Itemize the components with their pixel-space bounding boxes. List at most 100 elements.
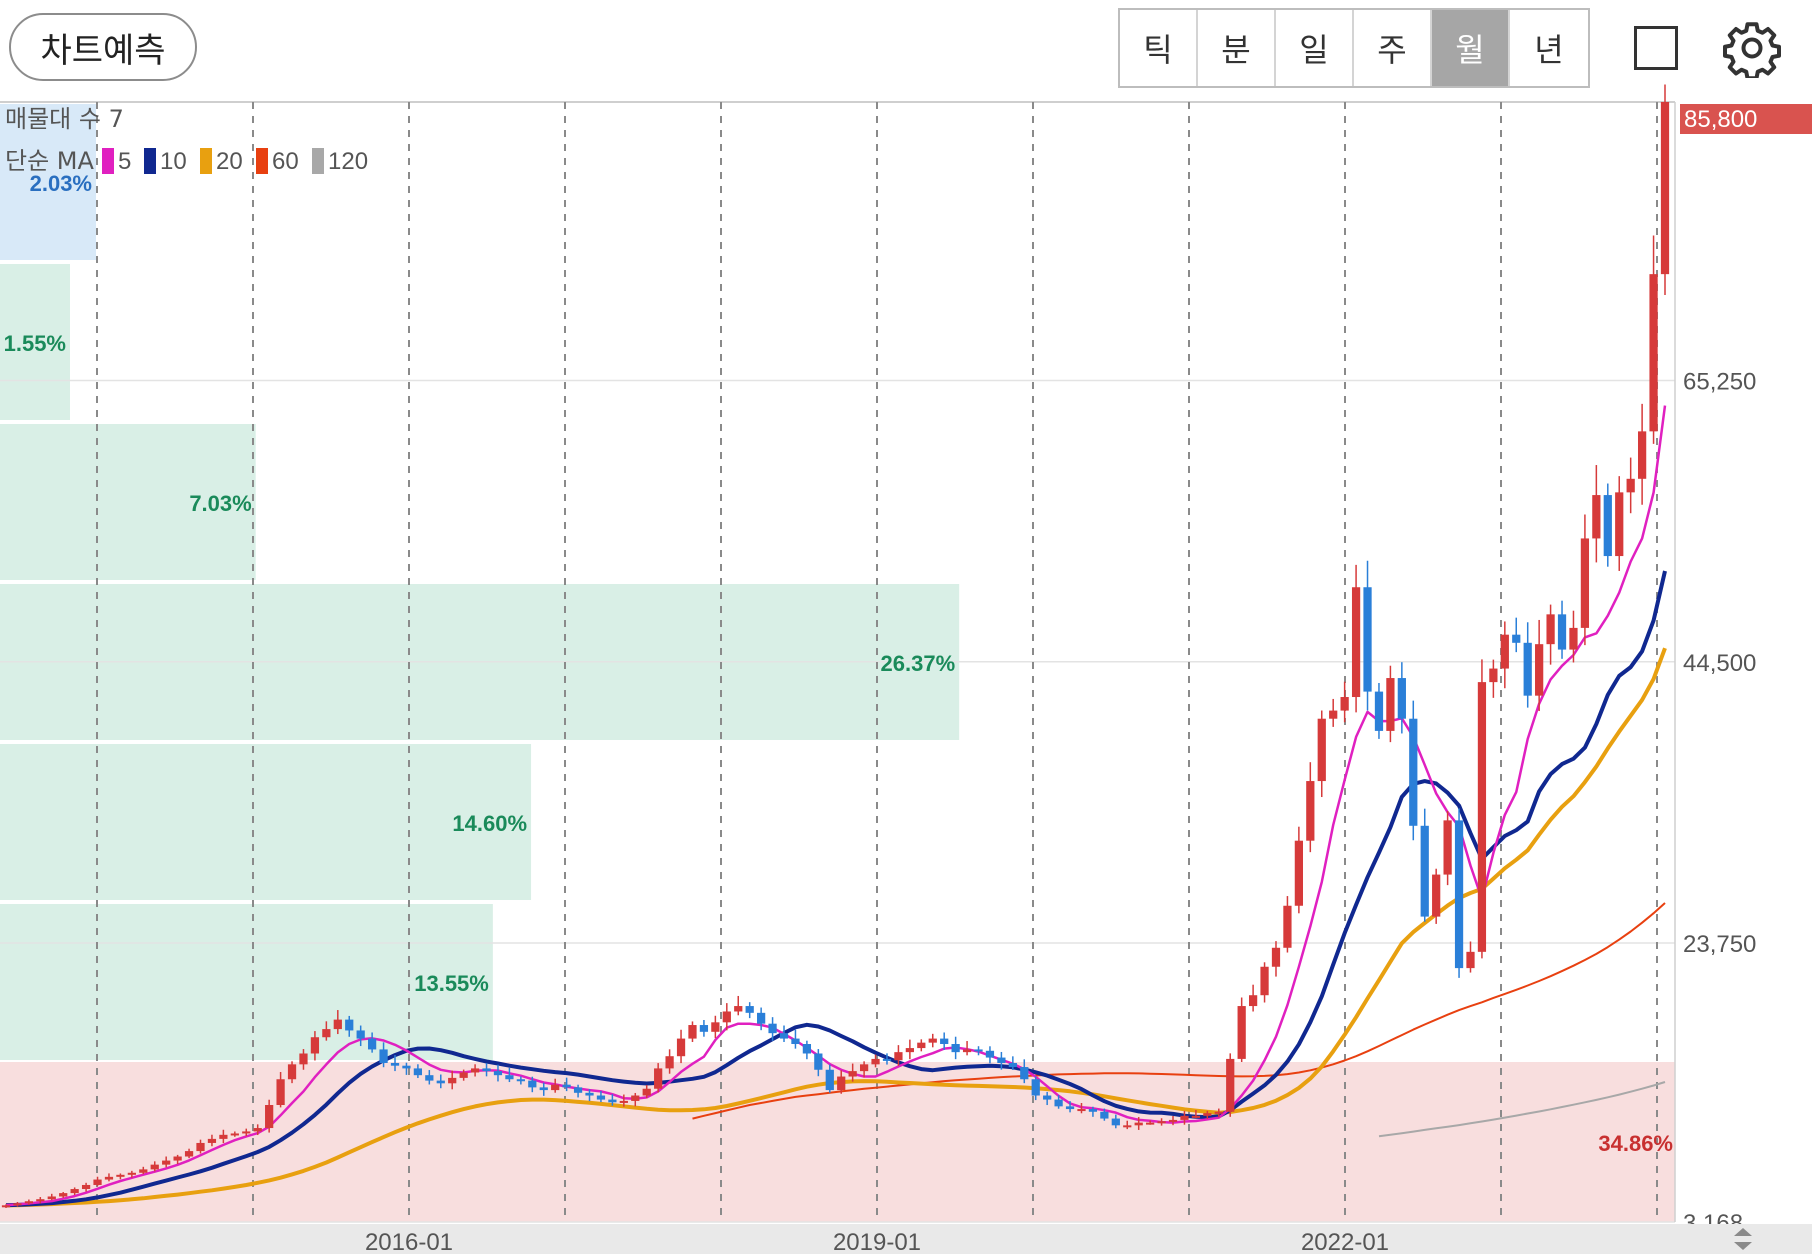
candle xyxy=(1,1204,11,1208)
ma-legend-label: 5 xyxy=(118,148,131,175)
candle-body xyxy=(734,1006,743,1012)
candle-body xyxy=(13,1203,22,1206)
candle xyxy=(448,1070,457,1090)
tab-tick[interactable]: 틱 xyxy=(1120,10,1198,86)
candle-body xyxy=(1649,274,1658,432)
candle xyxy=(1111,1114,1120,1129)
candle xyxy=(688,1021,697,1042)
volume-profile-label: 34.86% xyxy=(1598,1131,1673,1156)
candle-body xyxy=(551,1084,560,1091)
candle xyxy=(1237,997,1246,1063)
candle-body xyxy=(1248,995,1258,1007)
candle xyxy=(734,995,743,1016)
candle-body xyxy=(1271,947,1281,967)
candle xyxy=(230,1131,239,1137)
candle-body xyxy=(688,1025,697,1039)
candle xyxy=(24,1199,34,1205)
candle-body xyxy=(768,1023,777,1034)
candle xyxy=(93,1176,102,1187)
candle-body xyxy=(1146,1122,1155,1125)
candle xyxy=(631,1092,640,1107)
candle xyxy=(802,1040,812,1060)
candle xyxy=(1454,808,1464,978)
gear-icon[interactable] xyxy=(1722,18,1782,78)
candle xyxy=(139,1166,148,1175)
candle-body xyxy=(745,1006,754,1013)
candle-body xyxy=(184,1151,194,1157)
candle-body xyxy=(757,1012,766,1024)
candle-body xyxy=(1317,718,1326,782)
candle xyxy=(676,1029,686,1064)
volume-profile-bar xyxy=(0,104,96,260)
candle-body xyxy=(116,1174,125,1177)
candle xyxy=(207,1134,217,1147)
candle xyxy=(150,1161,159,1172)
candle-body xyxy=(345,1019,354,1031)
candle-body xyxy=(1180,1115,1189,1120)
candle-body xyxy=(997,1057,1006,1063)
candle-body xyxy=(1168,1119,1178,1122)
candle-body xyxy=(36,1199,45,1202)
candle-body xyxy=(1100,1111,1109,1119)
candle-body xyxy=(848,1071,857,1077)
candle xyxy=(974,1046,983,1056)
candle-body xyxy=(699,1025,709,1032)
candle xyxy=(1329,698,1338,727)
tab-week[interactable]: 주 xyxy=(1354,10,1432,86)
candle-body xyxy=(402,1065,411,1069)
candle-body xyxy=(93,1179,102,1185)
square-icon[interactable] xyxy=(1634,26,1678,70)
candle xyxy=(1512,617,1521,653)
candle xyxy=(1432,868,1441,924)
candle-body xyxy=(470,1068,480,1073)
candle xyxy=(162,1156,171,1168)
candle-body xyxy=(802,1044,812,1054)
candle-body xyxy=(425,1075,434,1081)
candle xyxy=(1397,662,1406,734)
candle-body xyxy=(356,1030,365,1039)
candle xyxy=(1134,1117,1143,1130)
candle-body xyxy=(127,1172,136,1175)
tab-month[interactable]: 월 xyxy=(1432,10,1510,86)
candle-body xyxy=(894,1052,903,1061)
candle xyxy=(665,1049,674,1074)
candle-body xyxy=(676,1038,686,1057)
candle-body xyxy=(940,1038,949,1045)
candle xyxy=(516,1076,525,1085)
candle-body xyxy=(539,1087,548,1091)
candle-body xyxy=(299,1053,308,1065)
candle xyxy=(1409,700,1418,841)
chart-predict-button[interactable]: 차트예측 xyxy=(9,13,197,81)
candle xyxy=(345,1015,354,1037)
tab-year[interactable]: 년 xyxy=(1534,31,1564,69)
candle-body xyxy=(81,1184,91,1190)
candle xyxy=(1386,665,1395,743)
ma-legend-swatch xyxy=(102,148,114,174)
candle-body xyxy=(1283,905,1292,948)
candle xyxy=(814,1049,823,1077)
candle-body xyxy=(825,1069,834,1091)
candle-body xyxy=(1615,492,1624,557)
candle-body xyxy=(436,1080,445,1084)
candle xyxy=(436,1074,445,1089)
candle-body xyxy=(1123,1125,1132,1128)
candle xyxy=(127,1170,136,1178)
candle xyxy=(1157,1118,1166,1126)
candle-body xyxy=(1191,1115,1201,1118)
volume-profile-bar xyxy=(0,424,256,580)
candle xyxy=(493,1064,503,1082)
candle-body xyxy=(276,1079,285,1106)
candle-body xyxy=(1,1205,11,1208)
candle xyxy=(1214,1108,1223,1118)
candle-body xyxy=(1294,840,1303,906)
volume-profile-label: 7.03% xyxy=(189,491,251,516)
candle xyxy=(642,1085,651,1099)
candle xyxy=(1180,1110,1189,1125)
candle-body xyxy=(1043,1095,1052,1100)
candle-body xyxy=(1512,634,1521,643)
x-tick-label: 2016-01 xyxy=(365,1229,453,1254)
tab-minute[interactable]: 분 xyxy=(1198,10,1276,86)
tab-day[interactable]: 일 xyxy=(1276,10,1354,86)
candle-body xyxy=(608,1099,617,1103)
candle-body xyxy=(390,1062,400,1066)
